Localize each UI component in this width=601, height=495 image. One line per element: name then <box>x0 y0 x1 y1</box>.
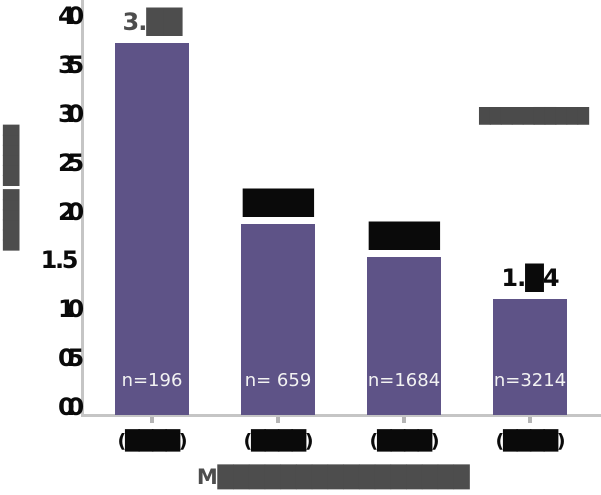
x-axis-line <box>81 414 601 417</box>
x-tick-label: (████) <box>243 430 314 452</box>
y-axis-line <box>81 0 84 417</box>
bar-value-label: 1.█4 <box>501 264 559 292</box>
x-axis-title: M████████████████ <box>196 465 470 489</box>
x-tick-mark <box>528 417 532 423</box>
bar-n-label: n= 659 <box>244 370 312 391</box>
y-tick-label: 1.0 <box>57 295 84 323</box>
bar-value-label: ████ <box>369 222 440 250</box>
y-tick-label: 0.5 <box>57 344 84 372</box>
annotation-text: ██████████ <box>479 107 589 125</box>
bar-n-label: n=3214 <box>493 370 567 391</box>
x-tick-label: (████) <box>117 430 188 452</box>
bar <box>493 299 567 415</box>
y-tick-label: 2.0 <box>57 198 84 226</box>
x-tick-mark <box>276 417 280 423</box>
bar-value-label: 3.██ <box>122 8 183 36</box>
bar <box>241 224 315 415</box>
y-tick-label: 4.0 <box>57 2 84 30</box>
bar <box>115 43 189 415</box>
y-axis-title: ██████ ██████ <box>4 125 20 251</box>
bar-n-label: n=1684 <box>367 370 441 391</box>
x-tick-label: (████) <box>495 430 566 452</box>
y-tick-label: 3.0 <box>57 100 84 128</box>
bar-n-label: n=196 <box>121 370 183 391</box>
y-tick-label: 2.5 <box>57 149 84 177</box>
x-tick-mark <box>402 417 406 423</box>
y-tick-label: 0.0 <box>57 393 84 421</box>
bar-value-label: ████ <box>243 189 314 217</box>
x-tick-mark <box>150 417 154 423</box>
y-tick-label: 3.5 <box>57 51 84 79</box>
bar <box>367 257 441 415</box>
x-tick-label: (████) <box>369 430 440 452</box>
y-tick-label: 1.5 <box>40 246 79 274</box>
